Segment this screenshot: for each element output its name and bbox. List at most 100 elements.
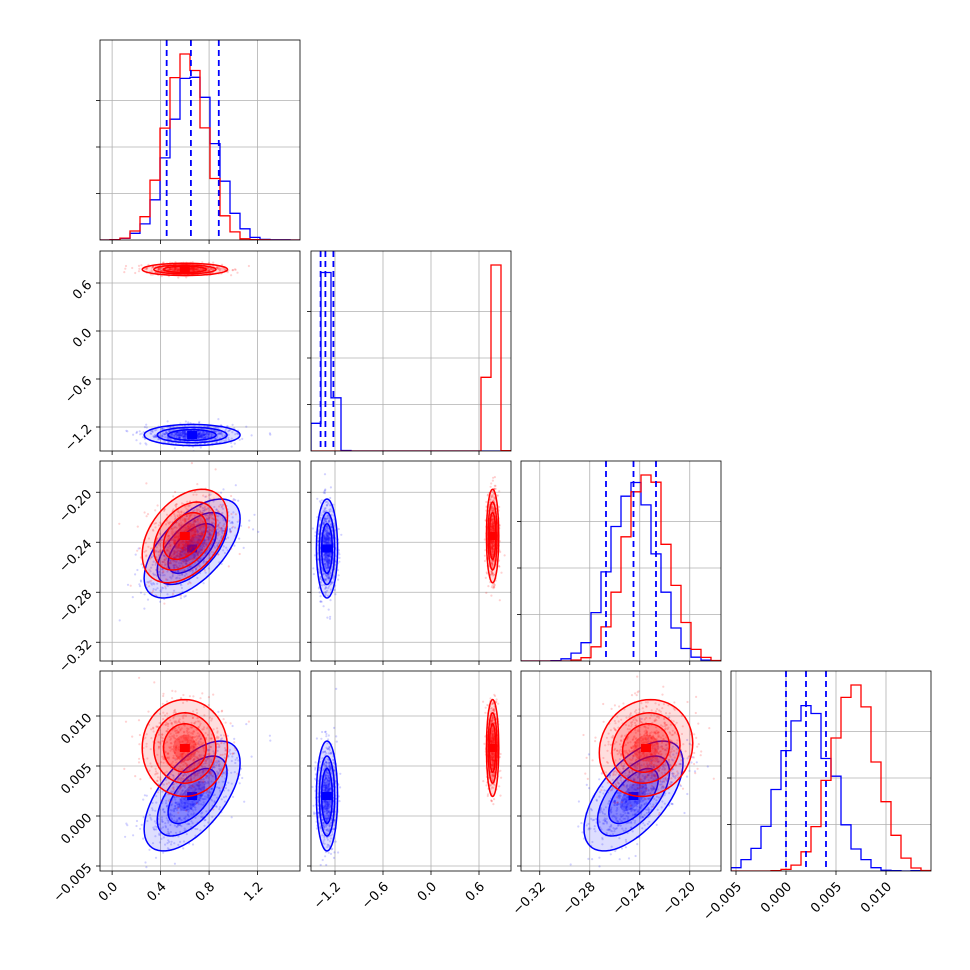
- scatter-point: [201, 434, 204, 437]
- scatter-point: [204, 818, 207, 822]
- scatter-point: [195, 567, 198, 571]
- scatter-point: [192, 269, 196, 272]
- scatter-point: [178, 526, 181, 529]
- scatter-point: [159, 590, 163, 594]
- scatter-point: [240, 524, 243, 528]
- scatter-point: [497, 494, 500, 497]
- scatter-point: [179, 728, 182, 731]
- scatter-point: [177, 835, 180, 838]
- scatter-point: [192, 809, 195, 812]
- scatter-point: [166, 804, 169, 807]
- scatter-point: [187, 779, 190, 782]
- scatter-point: [162, 535, 165, 538]
- scatter-point: [328, 537, 331, 540]
- scatter-point: [220, 737, 224, 740]
- scatter-point: [328, 577, 331, 580]
- scatter-point: [166, 570, 169, 573]
- scatter-point: [229, 752, 232, 755]
- scatter-point: [187, 525, 190, 528]
- scatter-point: [215, 508, 218, 511]
- contour-line: [141, 488, 229, 584]
- scatter-point: [189, 266, 192, 269]
- scatter-point: [203, 780, 206, 784]
- scatter-point: [208, 553, 211, 556]
- scatter-point: [183, 791, 186, 795]
- scatter-point: [182, 435, 185, 438]
- scatter-point: [180, 511, 183, 514]
- histogram-series-0: [311, 271, 511, 451]
- scatter-point: [178, 435, 181, 439]
- scatter-point: [326, 563, 329, 566]
- scatter-point: [202, 526, 205, 529]
- scatter-point: [146, 598, 150, 601]
- scatter-point: [324, 587, 327, 591]
- scatter-point: [196, 763, 199, 766]
- scatter-point: [186, 814, 189, 817]
- scatter-point: [191, 747, 194, 750]
- scatter-point: [171, 528, 174, 531]
- scatter-point: [492, 527, 495, 531]
- scatter-point: [492, 524, 495, 527]
- scatter-point: [154, 573, 157, 577]
- scatter-point: [187, 788, 190, 792]
- scatter-point: [490, 527, 493, 530]
- scatter-point: [184, 801, 187, 805]
- scatter-point: [191, 803, 194, 806]
- scatter-point: [183, 518, 187, 521]
- scatter-point: [184, 793, 188, 797]
- scatter-point: [157, 268, 160, 271]
- scatter-point: [327, 554, 330, 558]
- scatter-point: [491, 553, 494, 556]
- scatter-point: [172, 542, 176, 545]
- scatter-point: [499, 550, 502, 554]
- scatter-point: [207, 696, 210, 699]
- scatter-point: [177, 431, 180, 435]
- scatter-point: [190, 777, 193, 781]
- scatter-point: [196, 717, 199, 720]
- scatter-point: [189, 558, 193, 561]
- scatter-point: [172, 808, 175, 811]
- scatter-point: [155, 795, 158, 798]
- scatter-point: [325, 520, 328, 524]
- scatter-point: [163, 509, 166, 512]
- scatter-point: [175, 433, 179, 436]
- scatter-point: [149, 273, 153, 276]
- scatter-point: [207, 536, 210, 540]
- scatter-point: [327, 587, 330, 590]
- scatter-point: [173, 737, 176, 740]
- scatter-point: [184, 561, 188, 564]
- scatter-point: [491, 505, 494, 508]
- scatter-point: [491, 542, 494, 545]
- scatter-point: [231, 520, 234, 524]
- scatter-point: [180, 819, 183, 822]
- scatter-point: [180, 780, 183, 783]
- scatter-point: [197, 538, 200, 541]
- scatter-point: [134, 271, 137, 275]
- scatter-point: [325, 504, 328, 507]
- scatter-point: [217, 432, 220, 435]
- scatter-point: [173, 824, 176, 827]
- scatter-point: [195, 743, 198, 746]
- scatter-point: [314, 531, 317, 534]
- scatter-point: [145, 549, 148, 552]
- scatter-point: [188, 823, 191, 826]
- scatter-point: [155, 428, 158, 431]
- density-peak: [179, 265, 190, 274]
- scatter-point: [197, 803, 200, 806]
- scatter-point: [231, 724, 234, 728]
- scatter-point: [164, 843, 167, 846]
- scatter-point: [192, 804, 195, 807]
- scatter-point: [186, 543, 190, 546]
- scatter-point: [203, 786, 206, 789]
- scatter-point: [190, 538, 193, 541]
- scatter-point: [137, 547, 140, 550]
- scatter-point: [138, 585, 142, 588]
- scatter-point: [484, 549, 487, 552]
- scatter-point: [157, 551, 160, 554]
- scatter-point: [186, 551, 189, 554]
- scatter-point: [171, 592, 175, 596]
- scatter-point: [165, 578, 168, 581]
- scatter-point: [174, 267, 177, 270]
- scatter-point: [490, 527, 493, 531]
- scatter-point: [206, 530, 209, 533]
